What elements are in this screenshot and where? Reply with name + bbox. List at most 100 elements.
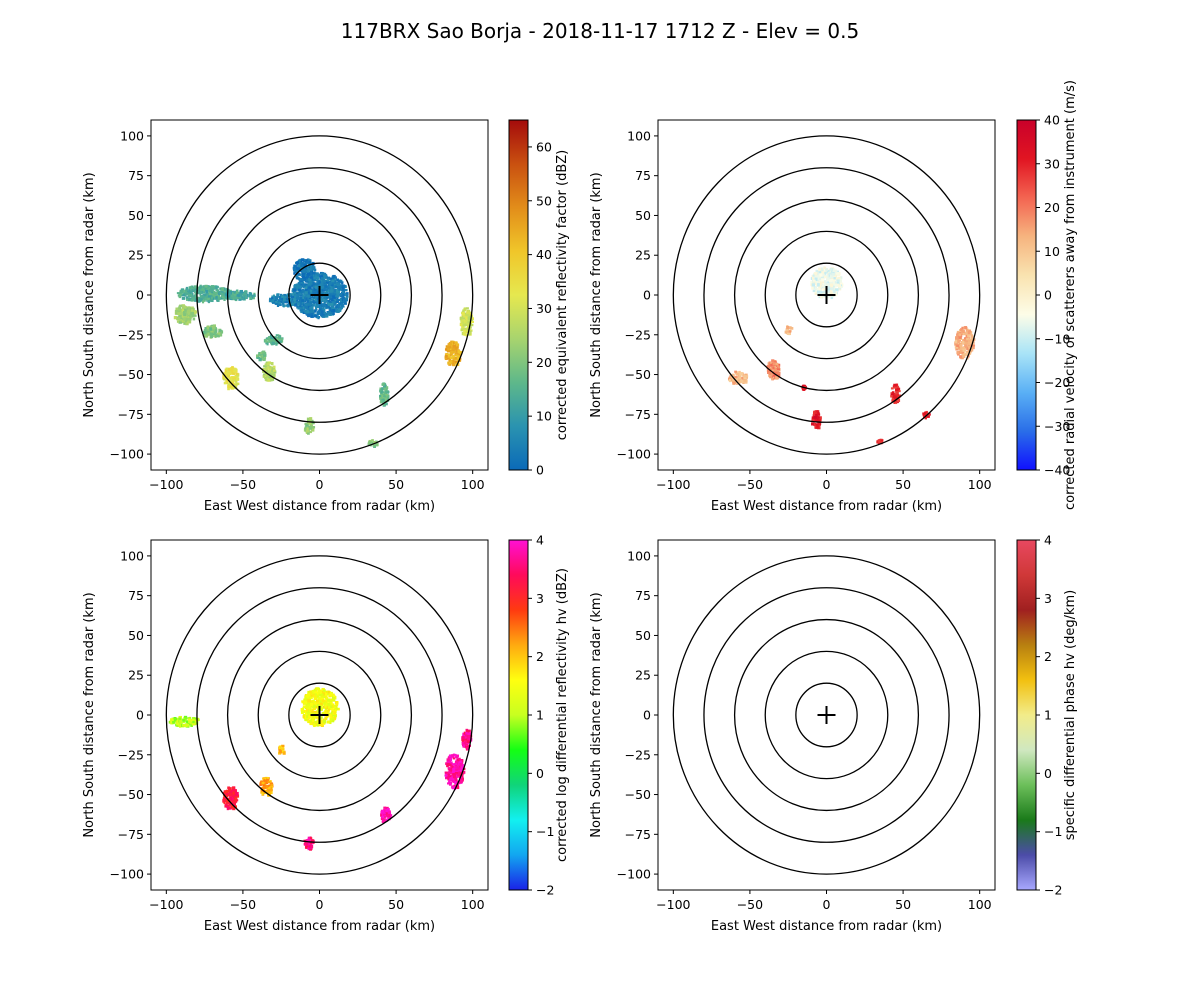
colorbar-tick-label: −2: [1044, 883, 1062, 898]
echo-pixel: [224, 292, 227, 296]
y-tick-label: 0: [136, 288, 144, 303]
echo-pixel: [814, 285, 817, 289]
echo-pixel: [213, 294, 217, 298]
echo-pixel: [233, 796, 238, 799]
echo-pixel: [454, 341, 458, 344]
echo-pixel: [470, 320, 474, 324]
echo-pixel: [743, 376, 747, 379]
echo-pixel: [802, 387, 805, 391]
echo-pixel: [307, 839, 311, 842]
echo-pixel: [307, 282, 311, 286]
echo-pixel: [268, 366, 273, 369]
echo-pixel: [322, 690, 326, 694]
echo-pixel: [264, 378, 267, 381]
echo-pixel: [190, 309, 194, 312]
echo-pixel: [453, 350, 456, 353]
echo-pixel: [242, 294, 246, 298]
echo-pixel: [333, 708, 337, 712]
echo-pixel: [264, 376, 267, 379]
echo-pixel: [187, 320, 192, 324]
y-tick-label: −50: [625, 787, 651, 802]
echo-pixel: [820, 286, 824, 290]
echo-pixel: [184, 319, 188, 323]
y-tick-label: −50: [118, 787, 144, 802]
echo-pixel: [224, 790, 229, 793]
y-tick-label: −75: [118, 407, 144, 422]
echo-pixel: [962, 349, 966, 352]
echo-pixel: [179, 308, 183, 313]
echo-pixel: [463, 731, 467, 735]
echo-pixel: [926, 415, 930, 418]
echo-pixel: [262, 783, 266, 787]
echo-pixel: [235, 290, 239, 294]
echo-pixel: [304, 840, 307, 844]
echo-pixel: [831, 279, 836, 282]
echo-pixel: [271, 341, 276, 345]
colorbar-tick-label: −30: [1044, 419, 1070, 434]
echo-pixel: [732, 378, 735, 382]
echo-pixel: [309, 721, 313, 726]
y-tick-label: 75: [128, 588, 144, 603]
echo-pixel: [773, 365, 777, 369]
echo-pixel: [379, 396, 383, 400]
echo-pixel: [465, 743, 469, 746]
echo-pixel: [270, 336, 274, 340]
echo-pixel: [298, 281, 302, 285]
echo-cell-11: [303, 417, 316, 435]
echo-pixel: [222, 797, 226, 801]
y-tick-label: −25: [118, 327, 144, 342]
echo-pixel: [324, 695, 328, 699]
echo-pixel: [332, 289, 335, 292]
echo-pixel: [271, 371, 274, 374]
range-ring-80km: [703, 167, 950, 423]
range-ring-100km: [672, 135, 981, 455]
echo-pixel: [312, 711, 316, 715]
echo-pixel: [388, 814, 393, 817]
echo-pixel: [312, 300, 316, 303]
echo-pixel: [308, 427, 312, 430]
echo-pixel: [836, 274, 841, 277]
echo-pixel: [322, 312, 325, 316]
echo-pixel: [313, 694, 317, 698]
echo-pixel: [278, 340, 282, 343]
echo-pixel: [296, 296, 300, 300]
echo-pixel: [309, 267, 312, 271]
echo-pixel: [256, 354, 259, 358]
echo-pixel: [269, 788, 273, 792]
echo-pixel: [263, 356, 266, 360]
echo-pixel: [173, 315, 177, 320]
echo-pixel: [898, 390, 901, 393]
echo-pixel: [193, 290, 198, 293]
echo-pixel: [310, 314, 315, 318]
y-tick-label: 25: [128, 668, 144, 683]
echo-pixel: [455, 760, 459, 764]
echo-pixel: [266, 776, 270, 781]
echo-pixel: [183, 313, 187, 317]
echo-pixel: [279, 337, 283, 340]
y-tick-label: 100: [120, 548, 144, 563]
echo-cell-9: [256, 350, 267, 362]
echo-pixel: [178, 320, 181, 324]
echo-pixel: [966, 333, 970, 337]
echo-pixel: [822, 283, 825, 287]
panel-top-left: −100 −50 0 50 1001007550250−25−50−75−100East…: [82, 119, 570, 514]
y-axis-label: North South distance from radar (km): [82, 172, 97, 417]
echo-pixel: [304, 261, 308, 265]
echo-pixel: [309, 715, 313, 719]
echo-pixel: [213, 332, 217, 335]
echo-pixel: [302, 715, 305, 719]
echo-pixel: [225, 803, 228, 806]
range-ring-40km: [764, 650, 889, 780]
echo-pixel: [897, 398, 901, 403]
echo-pixel: [824, 271, 827, 275]
echo-pixel: [323, 296, 327, 300]
echo-pixel: [194, 294, 197, 299]
echo-pixel: [454, 778, 457, 781]
echo-pixel: [770, 372, 774, 376]
echo-pixel: [967, 331, 971, 335]
echo-pixel: [262, 350, 266, 354]
colorbar-tick-label: 0: [1044, 288, 1052, 303]
colorbar-tick-label: −20: [1044, 375, 1070, 390]
echo-pixel: [190, 285, 193, 289]
